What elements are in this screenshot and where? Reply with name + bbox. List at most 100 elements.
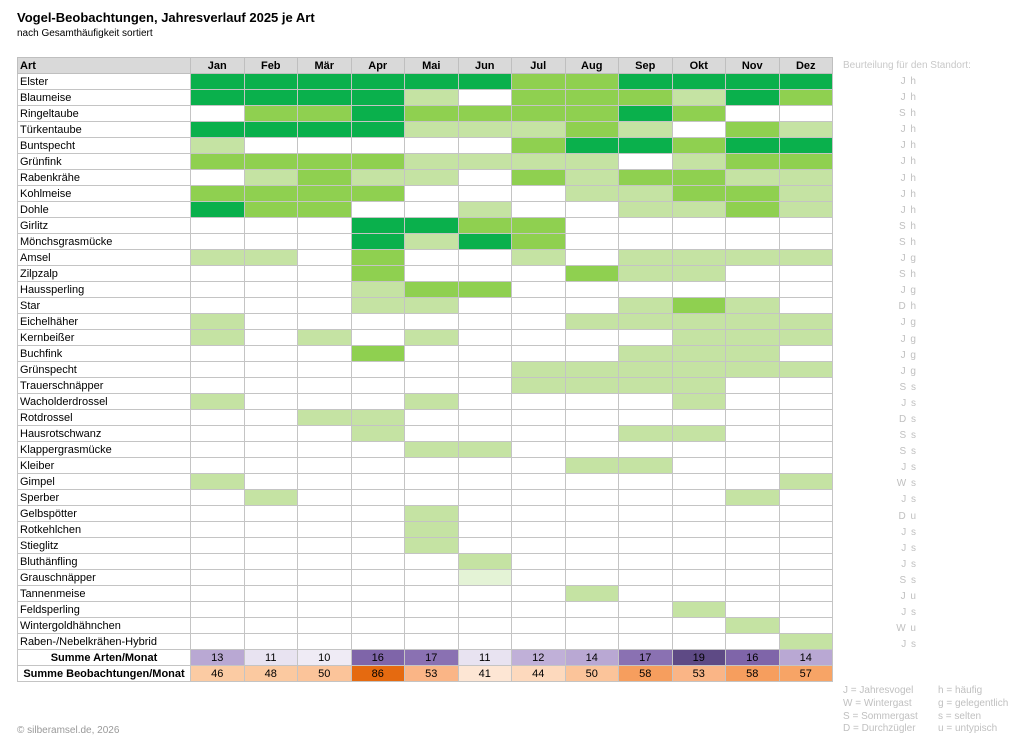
heat-cell [350, 265, 405, 282]
heat-cell [618, 105, 673, 122]
species-row: Mönchsgrasmücke [17, 233, 833, 250]
heat-cell [725, 393, 780, 410]
heat-cell [618, 313, 673, 330]
heat-cell [404, 313, 459, 330]
species-name: Kohlmeise [17, 185, 191, 202]
heat-cell [671, 361, 726, 378]
heat-cell [564, 505, 619, 522]
species-row: Rotdrossel [17, 409, 833, 426]
species-row: Elster [17, 73, 833, 90]
heat-cell [671, 425, 726, 442]
heat-cell [404, 329, 459, 346]
heat-cell [725, 425, 780, 442]
heat-cell [564, 153, 619, 170]
legend-entry: g = gelegentlich [938, 697, 1009, 709]
heat-cell [618, 441, 673, 458]
heat-cell [297, 601, 352, 618]
heat-cell [297, 553, 352, 570]
heat-cell [778, 553, 833, 570]
heat-cell [618, 169, 673, 186]
month-header-8: Sep [618, 57, 673, 74]
heat-cell [297, 473, 352, 490]
species-row: Star [17, 297, 833, 314]
heat-cell [190, 313, 245, 330]
heat-cell [564, 393, 619, 410]
heat-cell [618, 409, 673, 426]
heat-cell [618, 121, 673, 138]
species-row: Trauerschnäpper [17, 377, 833, 394]
heat-cell [297, 169, 352, 186]
species-row: Stieglitz [17, 537, 833, 554]
heat-cell [778, 217, 833, 234]
species-name: Wacholderdrossel [17, 393, 191, 410]
species-name: Rabenkrähe [17, 169, 191, 186]
heat-cell [564, 137, 619, 154]
chart-title: Vogel-Beobachtungen, Jahresverlauf 2025 … [17, 10, 315, 25]
heat-cell [564, 633, 619, 650]
heat-cell [297, 217, 352, 234]
heat-cell [725, 553, 780, 570]
species-name: Eichelhäher [17, 313, 191, 330]
heat-cell [297, 313, 352, 330]
heat-cell [404, 297, 459, 314]
summary-value: 57 [778, 665, 833, 682]
heat-cell [564, 185, 619, 202]
heat-cell [725, 265, 780, 282]
heat-cell [457, 393, 512, 410]
heat-cell [350, 105, 405, 122]
heat-cell [243, 249, 298, 266]
heat-cell [725, 473, 780, 490]
species-rating: J s [901, 558, 917, 570]
heat-cell [190, 553, 245, 570]
heat-cell [778, 361, 833, 378]
species-rating: S s [899, 446, 917, 458]
species-rating: J s [901, 526, 917, 538]
species-rating: W s [896, 478, 917, 490]
species-rating: S h [898, 269, 917, 281]
heat-cell [778, 153, 833, 170]
legend-entry: J = Jahresvogel [843, 685, 914, 696]
species-name: Gimpel [17, 473, 191, 490]
summary-value: 11 [243, 649, 298, 666]
heat-cell [297, 121, 352, 138]
rating-header: Beurteilung für den Standort: [843, 60, 971, 71]
heat-cell [725, 105, 780, 122]
heat-cell [297, 105, 352, 122]
heat-cell [778, 73, 833, 90]
heat-cell [618, 281, 673, 298]
heat-cell [618, 73, 673, 90]
heat-cell [671, 313, 726, 330]
heat-cell [671, 137, 726, 154]
heat-cell [564, 553, 619, 570]
heat-cell [671, 441, 726, 458]
heat-cell [511, 153, 566, 170]
heat-cell [190, 281, 245, 298]
heat-cell [564, 537, 619, 554]
heat-cell [404, 105, 459, 122]
summary-value: 19 [671, 649, 726, 666]
species-row: Eichelhäher [17, 313, 833, 330]
species-rating: J h [900, 204, 917, 216]
heat-cell [190, 617, 245, 634]
heat-cell [404, 617, 459, 634]
heat-cell [564, 617, 619, 634]
heat-cell [725, 345, 780, 362]
heat-cell [190, 233, 245, 250]
summary-value: 53 [404, 665, 459, 682]
heat-cell [350, 489, 405, 506]
month-header-2: Mär [297, 57, 352, 74]
heat-cell [725, 585, 780, 602]
heat-cell [190, 441, 245, 458]
heat-cell [404, 169, 459, 186]
heat-cell [511, 345, 566, 362]
heat-cell [511, 521, 566, 538]
heat-cell [725, 361, 780, 378]
heat-cell [297, 377, 352, 394]
species-rating: D u [898, 510, 917, 522]
heat-cell [618, 473, 673, 490]
summary-value: 13 [190, 649, 245, 666]
heatmap-body: Elster Blaumeise Ringeltaube Türkentaube Bun… [17, 73, 833, 682]
species-rating: J g [900, 349, 917, 361]
heat-cell [457, 121, 512, 138]
heat-cell [190, 329, 245, 346]
